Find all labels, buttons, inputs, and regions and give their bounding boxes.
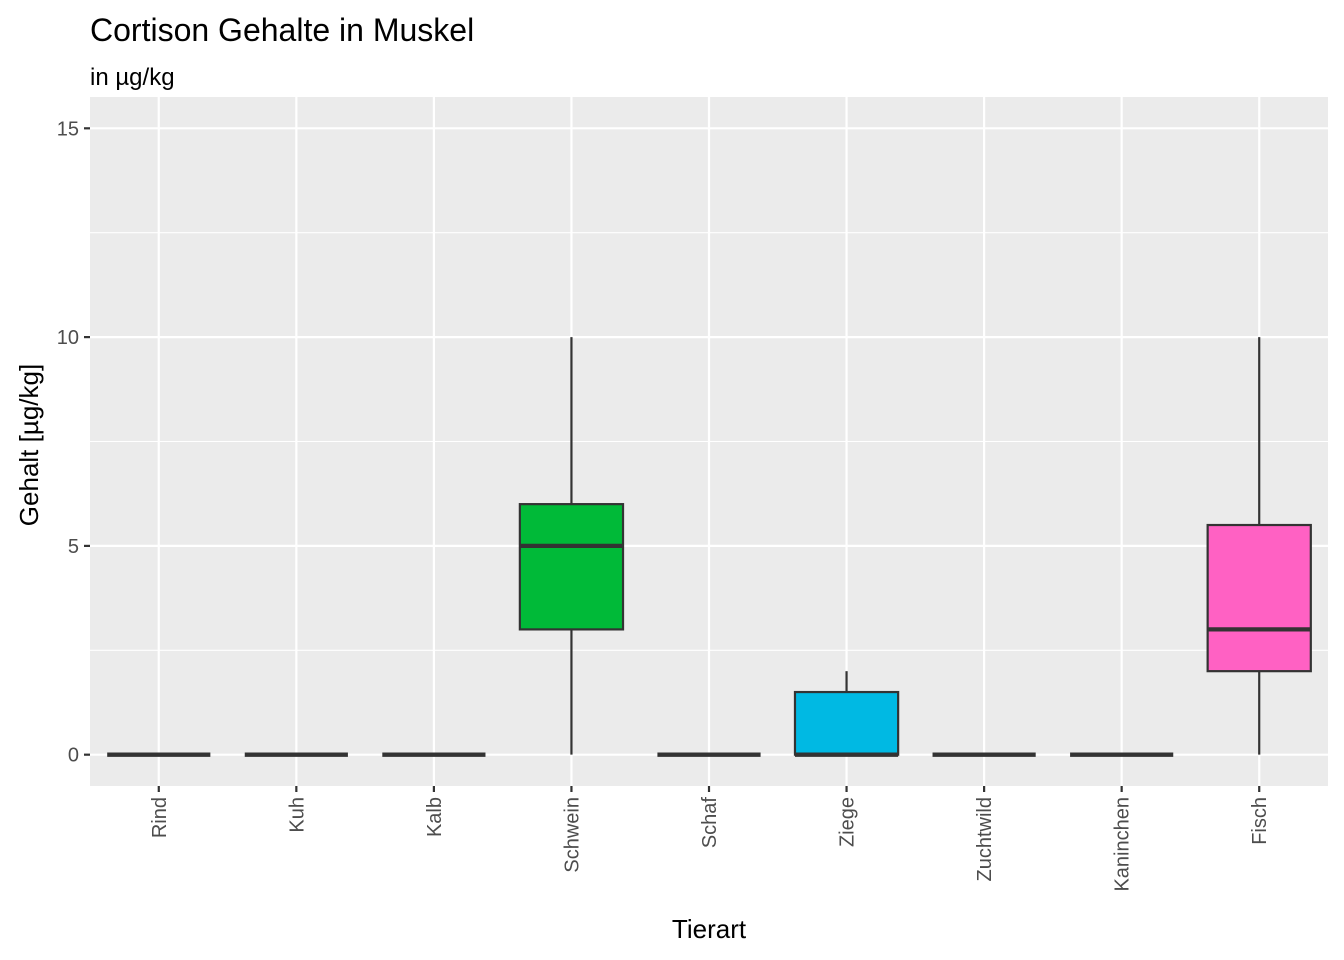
chart-subtitle: in µg/kg — [90, 64, 175, 91]
chart-title: Cortison Gehalte in Muskel — [90, 12, 474, 48]
iqr-box — [518, 503, 625, 631]
y-tick-label: 15 — [57, 118, 79, 140]
y-tick-label: 0 — [68, 745, 79, 767]
x-tick-label: Kuh — [286, 797, 308, 833]
box-ziege — [793, 671, 900, 757]
x-tick-label: Schwein — [561, 797, 583, 873]
boxes-layer — [107, 337, 1312, 757]
x-tick-label: Rind — [149, 797, 171, 838]
iqr-box — [1206, 523, 1312, 673]
x-tick-label: Zuchtwild — [974, 797, 996, 881]
x-axis-title: Tierart — [672, 914, 747, 944]
x-tick-label: Fisch — [1249, 797, 1271, 845]
x-tick-label: Ziege — [837, 797, 859, 847]
x-tick-label: Kaninchen — [1112, 797, 1134, 892]
y-axis-title: Gehalt [µg/kg] — [14, 364, 44, 526]
box-fisch — [1206, 337, 1312, 755]
y-axis: 0 5 10 15 — [57, 118, 90, 767]
iqr-box — [793, 690, 900, 756]
box-schwein — [518, 337, 625, 755]
x-axis: Rind Kuh Kalb Schwein Schaf Ziege Zuchtwild Kan… — [149, 786, 1271, 892]
x-tick-label: Schaf — [699, 797, 721, 849]
y-tick-label: 10 — [57, 327, 79, 349]
x-tick-label: Kalb — [424, 797, 446, 837]
y-tick-label: 5 — [68, 536, 79, 558]
